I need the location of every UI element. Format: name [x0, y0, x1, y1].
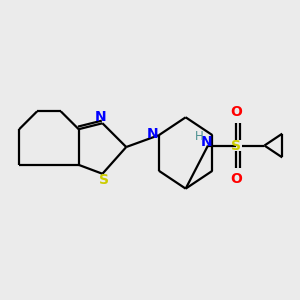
Text: N: N	[147, 127, 158, 141]
Text: N: N	[95, 110, 107, 124]
Text: O: O	[230, 172, 242, 186]
Text: S: S	[99, 173, 109, 187]
Text: O: O	[230, 105, 242, 119]
Text: H: H	[195, 130, 203, 143]
Text: N: N	[201, 135, 212, 149]
Text: S: S	[231, 139, 241, 152]
